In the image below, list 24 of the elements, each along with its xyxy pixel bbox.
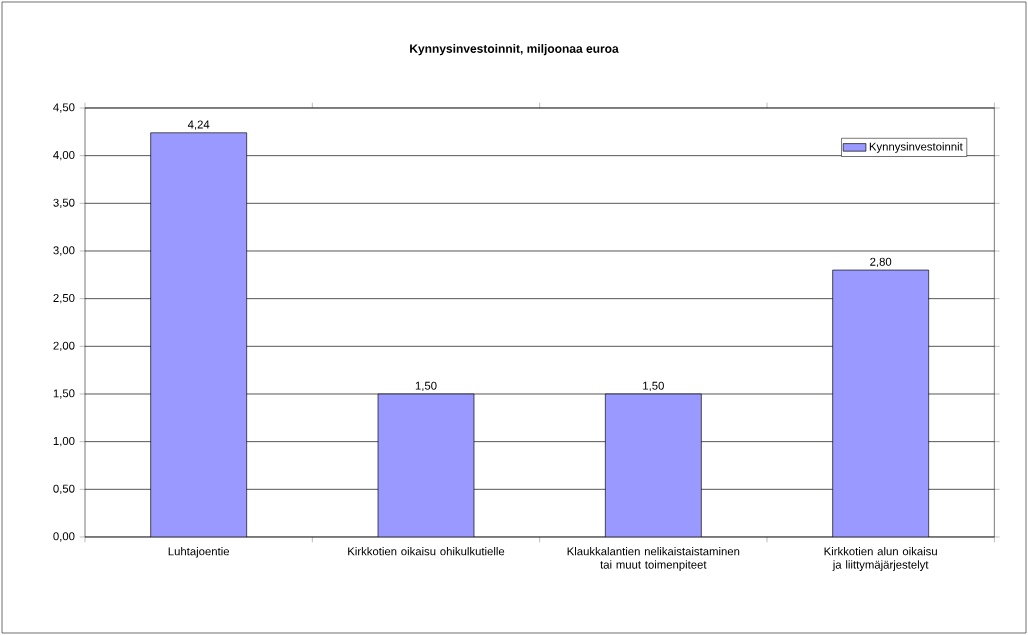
y-tick-label: 0,50 (53, 484, 75, 494)
x-tick-label: Kirkkotien alun oikaisu ja liittymäjärjestelyt (824, 547, 937, 571)
bar (377, 393, 475, 537)
y-tick-label: 4,00 (53, 150, 75, 161)
data-label: 4,24 (187, 120, 210, 130)
y-tick-label: 3,00 (53, 246, 75, 256)
y-tick-label: 3,50 (53, 198, 75, 208)
y-tick-label: 2,50 (53, 293, 75, 304)
data-label: 1,50 (415, 381, 437, 392)
bar (832, 269, 929, 537)
y-tick-label: 4,50 (53, 103, 75, 113)
y-tick-label: 1,50 (53, 389, 75, 399)
bar (150, 132, 248, 537)
x-tick-label: Klaukkalantien nelikaistaistaminen tai muut toimenpiteet (567, 547, 740, 571)
x-tick-label: Kirkkotien oikaisu ohikulkutielle (348, 547, 505, 556)
data-label: 2,80 (870, 257, 892, 268)
bar (604, 393, 702, 537)
y-tick-label: 0,00 (53, 532, 75, 542)
x-tick-label: Luhtajoentie (168, 547, 230, 558)
y-tick-label: 1,00 (53, 436, 75, 447)
data-label: 1,50 (643, 381, 664, 392)
chart-title: Kynnysinvestoinnit, miljoonaa euroa (410, 44, 619, 56)
y-tick-label: 2,00 (53, 341, 75, 351)
legend-label: Kynnysinvestoinnit (869, 142, 963, 153)
